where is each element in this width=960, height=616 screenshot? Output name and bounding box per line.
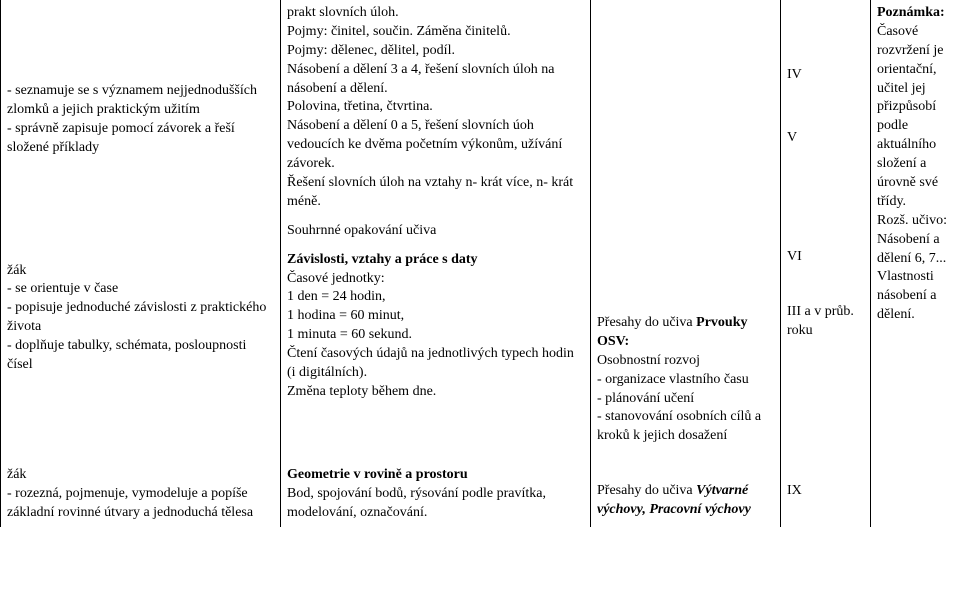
links-line: - plánování učení	[597, 390, 774, 409]
content-line: 1 den = 24 hodin,	[287, 288, 584, 307]
cell-notes	[871, 450, 960, 527]
month-label: IV	[787, 66, 864, 85]
objective-line: - popisuje jednoduché závislosti z prakt…	[7, 299, 274, 337]
links-text: Přesahy do učiva	[597, 315, 696, 330]
links-bold: Prvouky	[696, 315, 747, 330]
month-label: V	[787, 129, 864, 148]
content-line: Bod, spojování bodů, rýsování podle prav…	[287, 485, 584, 523]
links-line: - organizace vlastního času	[597, 371, 774, 390]
links-line: Přesahy do učiva Výtvarné výchovy, Praco…	[597, 482, 774, 520]
content-heading: Geometrie v rovině a prostoru	[287, 466, 584, 485]
content-line: Čtení časových údajů na jednotlivých typ…	[287, 345, 584, 383]
content-line: 1 minuta = 60 sekund.	[287, 326, 584, 345]
content-line: Změna teploty během dne.	[287, 383, 584, 402]
content-heading: Závislosti, vztahy a práce s daty	[287, 251, 584, 270]
zak-label: žák	[7, 262, 274, 281]
objective-line: - se orientuje v čase	[7, 280, 274, 299]
content-line: Souhrnné opakování učiva	[287, 222, 584, 241]
content-line: Pojmy: činitel, součin. Záměna činitelů.	[287, 23, 584, 42]
table-row: žák - rozezná, pojmenuje, vymodeluje a p…	[1, 450, 960, 527]
cell-objectives: - seznamuje se s významem nejjednoduššíc…	[1, 0, 281, 450]
content-line: Časové jednotky:	[287, 270, 584, 289]
curriculum-table: - seznamuje se s významem nejjednoduššíc…	[0, 0, 960, 527]
links-line: Přesahy do učiva Prvouky	[597, 314, 774, 333]
month-label: VI	[787, 248, 864, 267]
cell-notes: Poznámka: Časové rozvržení je orientační…	[871, 0, 960, 450]
objective-line: - doplňuje tabulky, schémata, posloupnos…	[7, 337, 274, 375]
osv-label: OSV:	[597, 333, 774, 352]
links-text: Přesahy do učiva	[597, 483, 696, 498]
content-line: prakt slovních úloh.	[287, 4, 584, 23]
notes-heading: Poznámka:	[877, 4, 954, 23]
cell-objectives: žák - rozezná, pojmenuje, vymodeluje a p…	[1, 450, 281, 527]
cell-links: Přesahy do učiva Prvouky OSV: Osobnostní…	[591, 0, 781, 450]
links-line: Osobnostní rozvoj	[597, 352, 774, 371]
cell-timing: IV V VI III a v průb. roku	[781, 0, 871, 450]
objective-line: - správně zapisuje pomocí závorek a řeší…	[7, 120, 274, 158]
links-line: - stanovování osobních cílů a kroků k je…	[597, 408, 774, 446]
cell-content: prakt slovních úloh. Pojmy: činitel, sou…	[281, 0, 591, 450]
objective-line: - seznamuje se s významem nejjednoduššíc…	[7, 82, 274, 120]
month-label: IX	[787, 482, 864, 501]
cell-links: Přesahy do učiva Výtvarné výchovy, Praco…	[591, 450, 781, 527]
notes-line: Rozš. učivo: Násobení a dělení 6, 7... V…	[877, 212, 954, 325]
content-line: Násobení a dělení 0 a 5, řešení slovních…	[287, 117, 584, 174]
notes-line: Časové rozvržení je orientační, učitel j…	[877, 23, 954, 212]
content-line: Řešení slovních úloh na vztahy n- krát v…	[287, 174, 584, 212]
content-line: Násobení a dělení 3 a 4, řešení slovních…	[287, 61, 584, 99]
cell-timing: IX	[781, 450, 871, 527]
content-line: Pojmy: dělenec, dělitel, podíl.	[287, 42, 584, 61]
cell-content: Geometrie v rovině a prostoru Bod, spojo…	[281, 450, 591, 527]
objective-line: - rozezná, pojmenuje, vymodeluje a popíš…	[7, 485, 274, 523]
content-line: Polovina, třetina, čtvrtina.	[287, 98, 584, 117]
table-row: - seznamuje se s významem nejjednoduššíc…	[1, 0, 960, 450]
month-label: III a v průb. roku	[787, 303, 864, 341]
zak-label: žák	[7, 466, 274, 485]
content-line: 1 hodina = 60 minut,	[287, 307, 584, 326]
